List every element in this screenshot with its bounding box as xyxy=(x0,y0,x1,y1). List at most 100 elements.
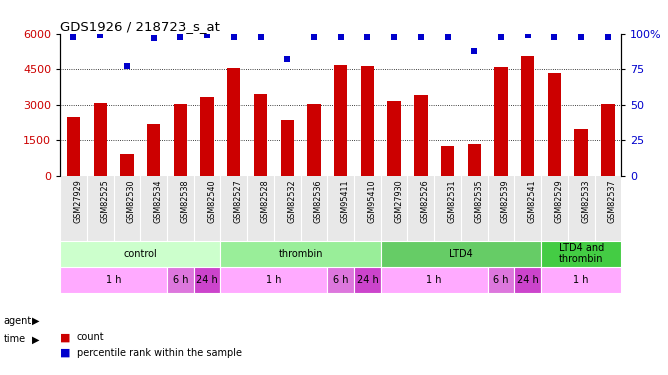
Text: GSM82528: GSM82528 xyxy=(261,179,269,223)
Point xyxy=(228,34,239,40)
Bar xyxy=(334,64,347,176)
Point xyxy=(335,34,346,40)
Bar xyxy=(194,267,220,292)
Bar xyxy=(354,267,381,292)
Bar xyxy=(541,267,621,292)
Bar xyxy=(514,267,541,292)
Point xyxy=(576,34,587,40)
Text: GSM82532: GSM82532 xyxy=(287,179,296,223)
Point xyxy=(469,48,480,54)
Text: GSM82529: GSM82529 xyxy=(554,179,563,223)
Text: 24 h: 24 h xyxy=(196,274,218,285)
Bar xyxy=(488,267,514,292)
Bar xyxy=(220,241,381,267)
Text: 6 h: 6 h xyxy=(333,274,349,285)
Bar xyxy=(67,117,80,176)
Text: GSM82540: GSM82540 xyxy=(207,179,216,223)
Text: LTD4: LTD4 xyxy=(449,249,473,259)
Text: control: control xyxy=(124,249,157,259)
Point xyxy=(148,35,159,41)
Text: percentile rank within the sample: percentile rank within the sample xyxy=(77,348,242,357)
Bar xyxy=(521,56,534,176)
Bar xyxy=(307,104,321,176)
Point xyxy=(175,34,186,40)
Point xyxy=(442,34,453,40)
Text: ▶: ▶ xyxy=(32,334,39,344)
Text: GSM82538: GSM82538 xyxy=(180,179,189,223)
Bar xyxy=(548,73,561,176)
Bar xyxy=(227,68,240,176)
Bar xyxy=(220,267,327,292)
Text: 6 h: 6 h xyxy=(493,274,509,285)
Text: 24 h: 24 h xyxy=(357,274,378,285)
Text: 1 h: 1 h xyxy=(573,274,589,285)
Text: GSM27929: GSM27929 xyxy=(73,179,82,223)
Bar xyxy=(60,267,167,292)
Bar xyxy=(120,153,134,176)
Bar xyxy=(574,129,588,176)
Text: agent: agent xyxy=(3,316,31,326)
Text: thrombin: thrombin xyxy=(279,249,323,259)
Text: GSM82535: GSM82535 xyxy=(474,179,483,223)
Text: GSM82525: GSM82525 xyxy=(100,179,109,223)
Text: LTD4 and
thrombin: LTD4 and thrombin xyxy=(558,243,604,264)
Bar xyxy=(174,104,187,176)
Bar xyxy=(94,102,107,176)
Text: GSM82541: GSM82541 xyxy=(528,179,536,223)
Text: GSM82526: GSM82526 xyxy=(421,179,430,223)
Bar xyxy=(361,66,374,176)
Bar xyxy=(200,97,214,176)
Point xyxy=(282,56,293,62)
Text: GSM82539: GSM82539 xyxy=(501,179,510,223)
Point xyxy=(202,32,212,38)
Text: ▶: ▶ xyxy=(32,316,39,326)
Text: ■: ■ xyxy=(60,333,71,342)
Bar xyxy=(387,101,401,176)
Text: count: count xyxy=(77,333,104,342)
Bar xyxy=(468,144,481,176)
Bar xyxy=(441,146,454,176)
Bar xyxy=(601,104,615,176)
Bar xyxy=(327,267,354,292)
Bar xyxy=(494,67,508,176)
Bar xyxy=(414,95,428,176)
Point xyxy=(603,34,613,40)
Text: 1 h: 1 h xyxy=(106,274,122,285)
Point xyxy=(362,34,373,40)
Point xyxy=(309,34,319,40)
Point xyxy=(415,34,426,40)
Text: 24 h: 24 h xyxy=(517,274,538,285)
Text: time: time xyxy=(3,334,25,344)
Bar xyxy=(381,241,541,267)
Point xyxy=(95,32,106,38)
Bar xyxy=(147,124,160,176)
Bar xyxy=(381,267,488,292)
Point xyxy=(522,32,533,38)
Text: ■: ■ xyxy=(60,348,71,357)
Point xyxy=(389,34,399,40)
Text: 1 h: 1 h xyxy=(266,274,282,285)
Text: 1 h: 1 h xyxy=(426,274,442,285)
Text: 6 h: 6 h xyxy=(172,274,188,285)
Text: GSM82533: GSM82533 xyxy=(581,179,590,223)
Text: GSM27930: GSM27930 xyxy=(394,179,403,223)
Text: GSM82536: GSM82536 xyxy=(314,179,323,223)
Bar xyxy=(281,120,294,176)
Text: GSM95410: GSM95410 xyxy=(367,179,376,223)
Bar xyxy=(254,94,267,176)
Point xyxy=(496,34,506,40)
Bar xyxy=(541,241,621,267)
Point xyxy=(68,34,79,40)
Text: GSM82530: GSM82530 xyxy=(127,179,136,223)
Bar xyxy=(60,241,220,267)
Text: GSM82527: GSM82527 xyxy=(234,179,242,223)
Point xyxy=(122,63,132,69)
Bar xyxy=(167,267,194,292)
Point xyxy=(549,34,560,40)
Text: GSM95411: GSM95411 xyxy=(341,179,349,223)
Text: GSM82537: GSM82537 xyxy=(608,179,617,223)
Text: GDS1926 / 218723_s_at: GDS1926 / 218723_s_at xyxy=(60,20,220,33)
Text: GSM82531: GSM82531 xyxy=(448,179,456,223)
Text: GSM82534: GSM82534 xyxy=(154,179,162,223)
Point xyxy=(255,34,266,40)
